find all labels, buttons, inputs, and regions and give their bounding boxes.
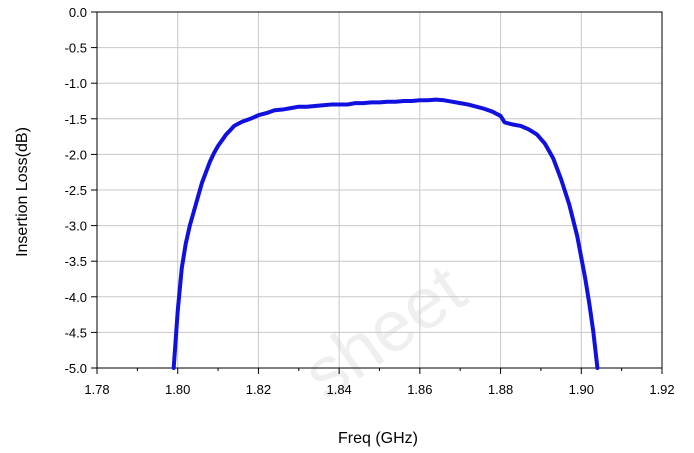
x-tick-labels: 1.78 1.80 1.82 1.84 1.86 1.88 1.90 1.92 — [84, 382, 674, 397]
y-axis-label: Insertion Loss(dB) — [14, 127, 31, 257]
x-tick-label: 1.92 — [649, 382, 674, 397]
y-tick-label: 0.0 — [69, 5, 87, 20]
y-tick-label: -3.5 — [65, 254, 87, 269]
x-tick-label: 1.78 — [84, 382, 109, 397]
x-tick-label: 1.82 — [246, 382, 271, 397]
x-tick-label: 1.86 — [407, 382, 432, 397]
x-tick-label: 1.88 — [488, 382, 513, 397]
x-axis-label: Freq (GHz) — [338, 430, 418, 447]
x-tick-label: 1.84 — [326, 382, 351, 397]
grid-lines — [97, 12, 662, 368]
x-tick-label: 1.90 — [569, 382, 594, 397]
y-tick-label: -4.0 — [65, 290, 87, 305]
y-tick-label: -5.0 — [65, 361, 87, 376]
axis-ticks — [91, 11, 663, 374]
y-tick-label: -2.5 — [65, 183, 87, 198]
x-tick-label: 1.80 — [165, 382, 190, 397]
y-tick-label: -0.5 — [65, 41, 87, 56]
y-tick-label: -4.5 — [65, 325, 87, 340]
insertion-loss-line — [171, 97, 600, 370]
y-tick-label: -1.0 — [65, 76, 87, 91]
y-tick-label: -1.5 — [65, 112, 87, 127]
y-tick-label: -2.0 — [65, 147, 87, 162]
y-tick-label: -3.0 — [65, 219, 87, 234]
y-tick-labels: 0.0 -0.5 -1.0 -1.5 -2.0 -2.5 -3.0 -3.5 -4.0 -4.5 -… — [65, 5, 87, 376]
